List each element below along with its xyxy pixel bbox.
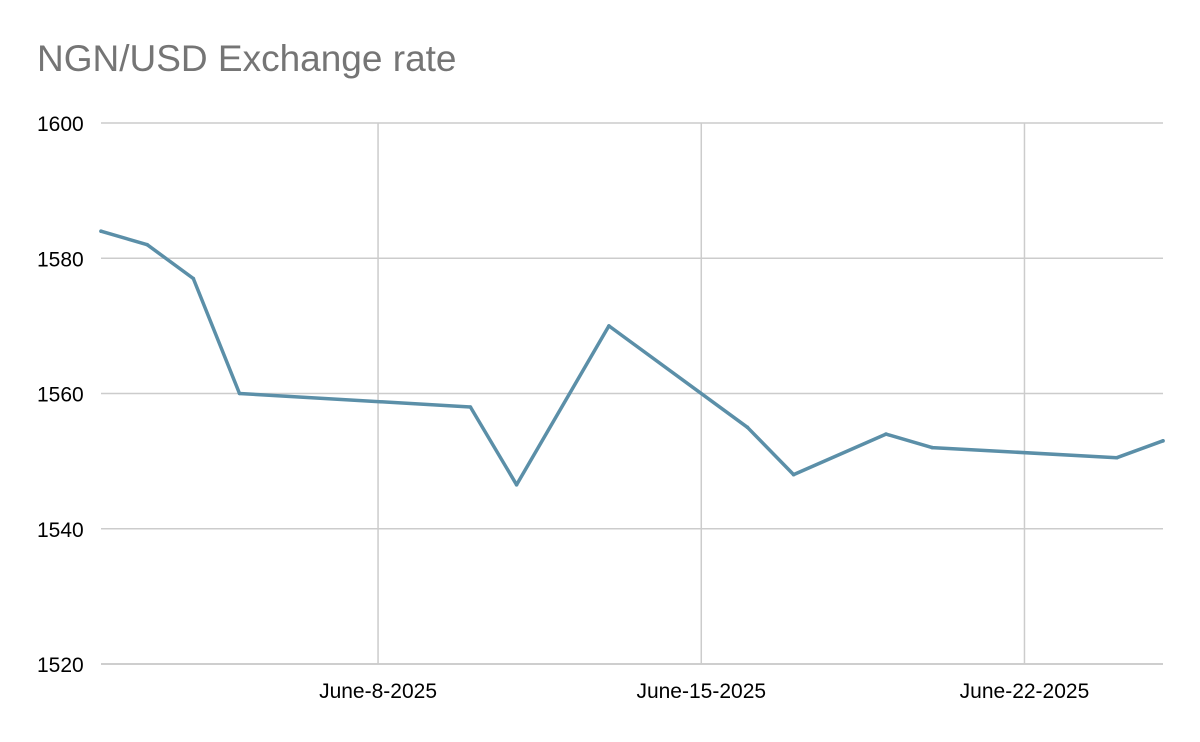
series-line — [99, 229, 1165, 487]
data-point — [237, 391, 242, 396]
data-point — [930, 445, 934, 450]
y-tick-label: 1580 — [37, 248, 84, 271]
data-point — [1161, 439, 1165, 443]
data-point — [884, 432, 888, 436]
x-tick-label: June-15-2025 — [636, 680, 766, 703]
data-point — [145, 242, 149, 247]
data-point — [745, 425, 750, 430]
data-point — [514, 482, 519, 487]
x-tick-label: June-22-2025 — [960, 680, 1090, 703]
data-point — [791, 472, 796, 477]
y-tick-label: 1540 — [37, 519, 84, 542]
y-tick-label: 1600 — [37, 113, 84, 136]
y-axis-ticks: 1520 1540 1560 1580 1600 — [37, 113, 84, 677]
data-point — [1115, 455, 1119, 460]
data-point — [191, 276, 196, 281]
data-point — [99, 229, 103, 233]
y-tick-label: 1520 — [37, 654, 84, 677]
data-point — [607, 324, 611, 328]
series-layer — [99, 229, 1165, 487]
y-tick-label: 1560 — [37, 384, 84, 407]
data-point — [468, 405, 473, 409]
chart-title: NGN/USD Exchange rate — [37, 38, 457, 79]
x-axis-ticks: June-8-2025 June-15-2025 June-22-2025 — [319, 680, 1089, 703]
x-tick-label: June-8-2025 — [319, 680, 437, 703]
gridlines — [101, 122, 1163, 665]
